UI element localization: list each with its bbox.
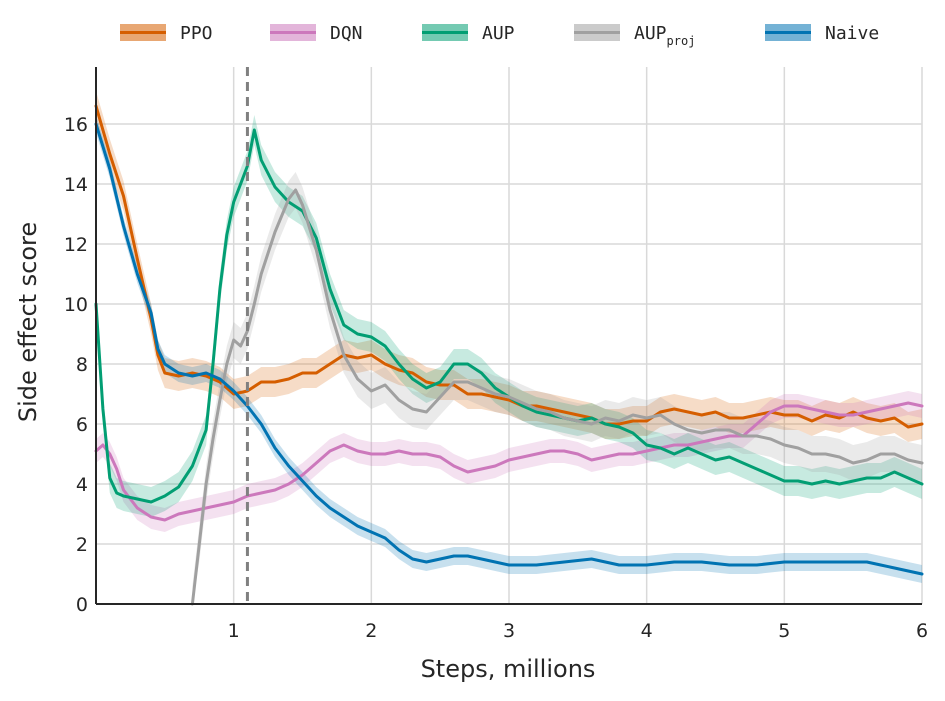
y-tick-label: 6 [76, 414, 88, 436]
legend-item-aupproj: AUPproj [574, 23, 695, 48]
y-tick-label: 14 [64, 174, 88, 196]
line-aupproj [190, 188, 924, 606]
y-tick-label: 4 [76, 474, 88, 496]
band-aup [96, 115, 922, 517]
x-tick-label: 4 [641, 620, 653, 642]
legend-label-ppo: PPO [180, 23, 213, 44]
legend-label-aupproj: AUPproj [634, 23, 695, 48]
legend-item-aup: AUP [422, 23, 515, 44]
series-lines [94, 104, 924, 606]
x-tick-label: 1 [228, 620, 240, 642]
y-tick-label: 0 [76, 594, 88, 616]
legend-label-naive: Naive [825, 23, 879, 44]
y-axis-label: Side effect score [14, 222, 42, 422]
legend-item-ppo: PPO [120, 23, 213, 44]
x-axis-label: Steps, millions [421, 655, 596, 683]
y-tick-label: 8 [76, 354, 88, 376]
legend-item-dqn: DQN [270, 23, 363, 44]
legend-label-dqn: DQN [330, 23, 363, 44]
line-aup [94, 128, 924, 504]
legend: PPO DQN AUP AUPproj Naive [120, 23, 879, 48]
y-tick-label: 16 [64, 114, 88, 136]
legend-label-aup: AUP [482, 23, 515, 44]
x-tick-label: 5 [778, 620, 790, 642]
line-naive [94, 122, 924, 576]
line-dqn [94, 401, 924, 522]
legend-item-naive: Naive [765, 23, 879, 44]
band-ppo [96, 91, 922, 442]
x-tick-label: 2 [365, 620, 377, 642]
y-tick-label: 10 [64, 294, 88, 316]
x-tick-label: 6 [916, 620, 928, 642]
grid [96, 67, 923, 605]
x-tick-label: 3 [503, 620, 515, 642]
y-tick-label: 2 [76, 534, 88, 556]
axes [95, 67, 922, 605]
y-tick-label: 12 [64, 234, 88, 256]
